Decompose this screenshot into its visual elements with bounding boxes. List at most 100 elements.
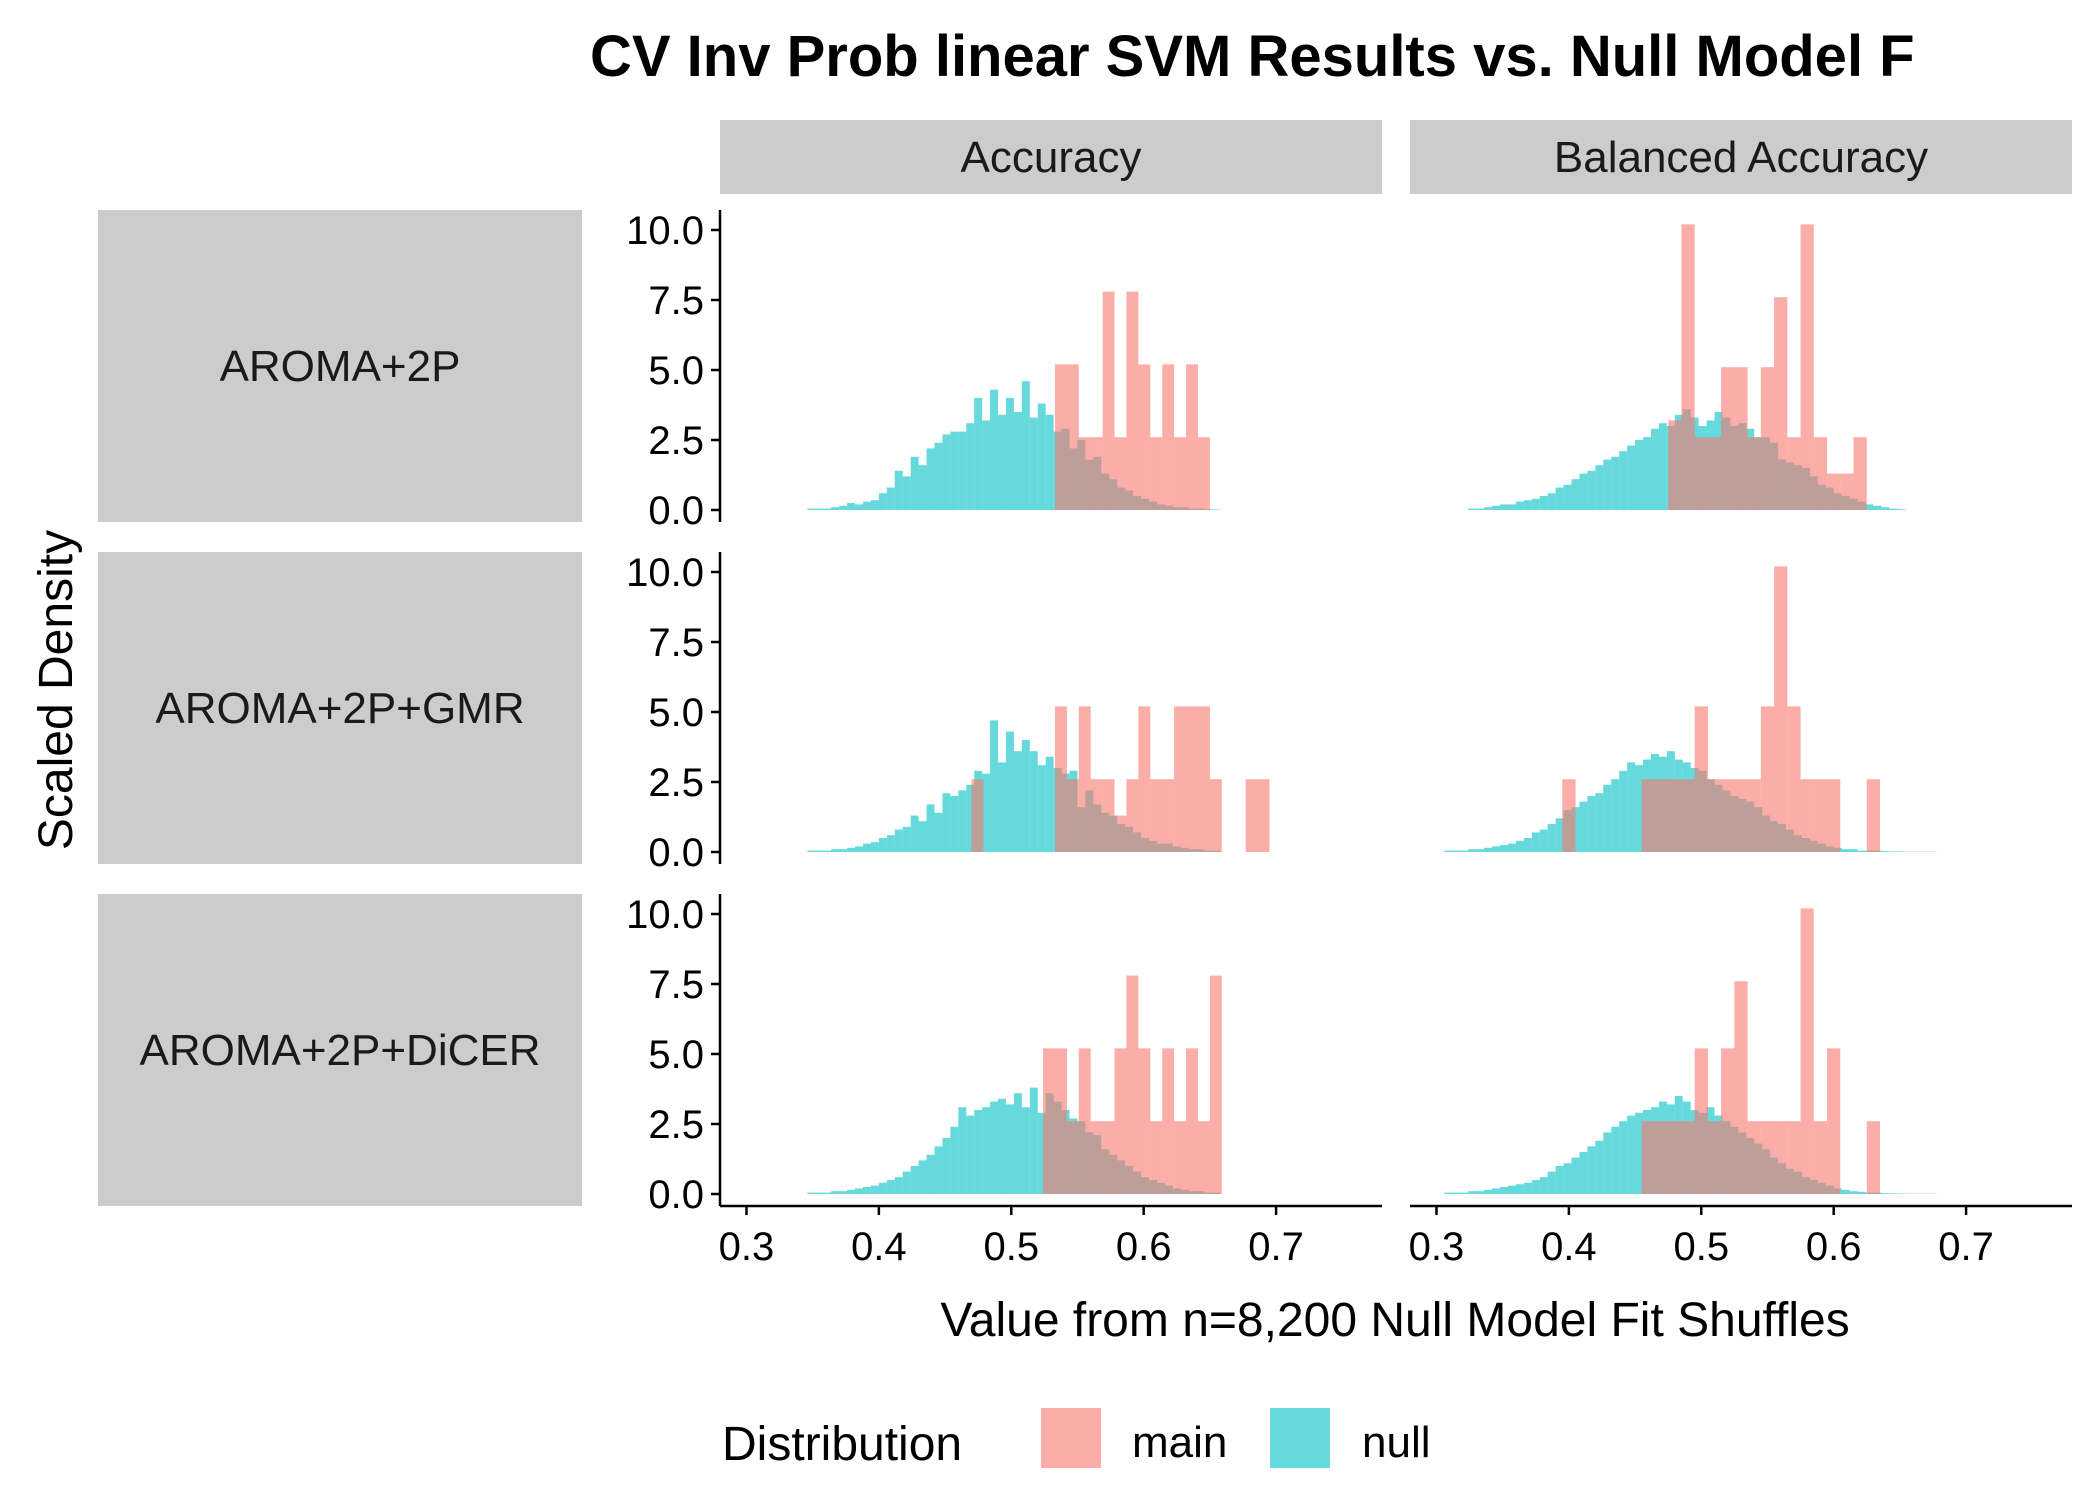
main-bar [1103, 1121, 1115, 1194]
null-bar [934, 443, 942, 510]
null-bar [1014, 412, 1022, 510]
null-bar [903, 827, 911, 852]
null-bar [966, 423, 974, 510]
main-bar [1126, 292, 1138, 510]
main-bar [1774, 297, 1787, 510]
null-bar [871, 1186, 879, 1194]
main-bar [1801, 779, 1814, 852]
null-bar [895, 1177, 903, 1194]
null-bar [990, 390, 998, 510]
main-bar [1854, 437, 1867, 510]
null-bar [1548, 1172, 1556, 1194]
null-bar [974, 398, 982, 510]
main-bar [1721, 779, 1734, 852]
column-strip-label-accuracy: Accuracy [961, 133, 1142, 182]
null-bar [950, 796, 958, 852]
main-bar [1079, 706, 1091, 852]
main-bar [1103, 779, 1115, 852]
null-bar [1611, 1127, 1619, 1194]
null-bar [1022, 740, 1030, 852]
main-bar [1668, 420, 1681, 510]
x-tick-label: 0.6 [1806, 1225, 1862, 1269]
null-bar [1897, 851, 1905, 852]
null-bar [1579, 474, 1587, 510]
column-strips: Accuracy Balanced Accuracy [720, 120, 2072, 194]
null-bar [1006, 732, 1014, 852]
null-bar [1842, 1190, 1850, 1194]
null-bar [1603, 785, 1611, 852]
null-bar [1587, 471, 1595, 510]
null-bar [1014, 1093, 1022, 1194]
main-bar [1067, 1121, 1079, 1194]
null-bar [1659, 423, 1667, 510]
null-bar [990, 1102, 998, 1194]
null-bar [1858, 1192, 1866, 1194]
main-bar [1210, 976, 1222, 1194]
null-bar [1619, 1121, 1627, 1194]
null-bar [1468, 849, 1476, 852]
null-bar [958, 1107, 966, 1194]
null-bar [1516, 502, 1524, 510]
null-bar [1619, 771, 1627, 852]
null-bar [1524, 1183, 1532, 1194]
column-strip-label-balanced-accuracy: Balanced Accuracy [1554, 133, 1928, 182]
null-bar [887, 1180, 895, 1194]
main-bar [1198, 1121, 1210, 1194]
main-bar [1761, 706, 1774, 852]
null-bar [1627, 762, 1635, 852]
null-bar [1603, 1132, 1611, 1194]
null-bar [974, 1110, 982, 1194]
main-bar [1055, 706, 1067, 852]
null-bar [1484, 1190, 1492, 1194]
null-bar [1030, 418, 1038, 510]
null-bar [1873, 506, 1881, 510]
null-bar [1881, 1193, 1889, 1194]
main-bar [1162, 364, 1174, 510]
null-bar [942, 434, 950, 510]
null-bar [1022, 1107, 1030, 1194]
null-bar [855, 1188, 863, 1194]
main-bar [1162, 1048, 1174, 1194]
main-bar [1708, 1121, 1721, 1194]
y-tick-label: 7.5 [648, 279, 704, 323]
y-tick-label: 2.5 [648, 761, 704, 805]
panel-accuracy-aroma-2p-dicer [807, 976, 1221, 1194]
null-bar [863, 844, 871, 852]
null-bar [982, 1107, 990, 1194]
main-bar [1681, 1121, 1694, 1194]
main-bar [1091, 1121, 1103, 1194]
main-bar [1655, 1121, 1668, 1194]
null-bar [1046, 757, 1054, 852]
null-bar [1532, 832, 1540, 852]
x-tick-label: 0.5 [1673, 1225, 1729, 1269]
null-bar [927, 1155, 935, 1194]
null-bar [871, 500, 879, 510]
null-bar [1611, 457, 1619, 510]
null-bar [1038, 404, 1046, 510]
null-bar [1508, 844, 1516, 852]
main-bar [1138, 364, 1150, 510]
main-bar [1174, 706, 1210, 852]
main-bar [1186, 364, 1198, 510]
main-bar [1562, 779, 1575, 852]
panel-accuracy-aroma-2p-gmr [807, 706, 1269, 852]
null-bar [1030, 751, 1038, 852]
panels [807, 224, 1937, 1194]
null-bar [815, 851, 823, 852]
main-bar [1721, 367, 1734, 510]
null-bar [1476, 1191, 1484, 1194]
main-bar [1681, 224, 1694, 510]
null-bar [887, 488, 895, 510]
null-bar [1492, 506, 1500, 510]
null-bar [1595, 793, 1603, 852]
null-bar [1006, 1104, 1014, 1194]
x-tick-label: 0.5 [983, 1225, 1039, 1269]
main-bar [1827, 474, 1840, 510]
legend-label-null: null [1362, 1418, 1431, 1467]
main-bar [1814, 1121, 1827, 1194]
null-bar [1524, 500, 1532, 510]
main-bar [1126, 779, 1138, 852]
null-bar [839, 506, 847, 510]
